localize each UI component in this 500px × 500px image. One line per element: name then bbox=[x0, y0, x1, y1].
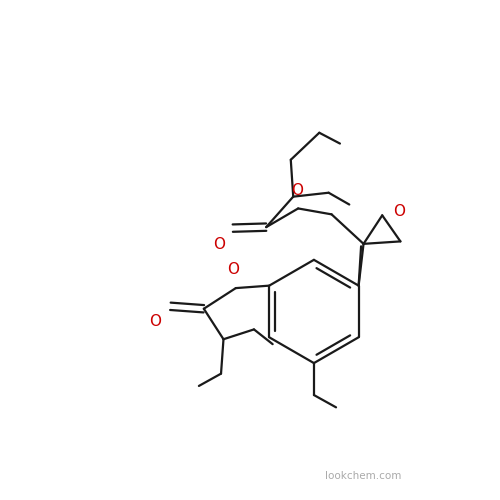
Text: O: O bbox=[228, 262, 239, 278]
Text: O: O bbox=[214, 237, 226, 252]
Text: O: O bbox=[150, 314, 162, 328]
Text: O: O bbox=[291, 182, 303, 198]
Text: lookchem.com: lookchem.com bbox=[325, 471, 402, 481]
Text: O: O bbox=[393, 204, 405, 219]
